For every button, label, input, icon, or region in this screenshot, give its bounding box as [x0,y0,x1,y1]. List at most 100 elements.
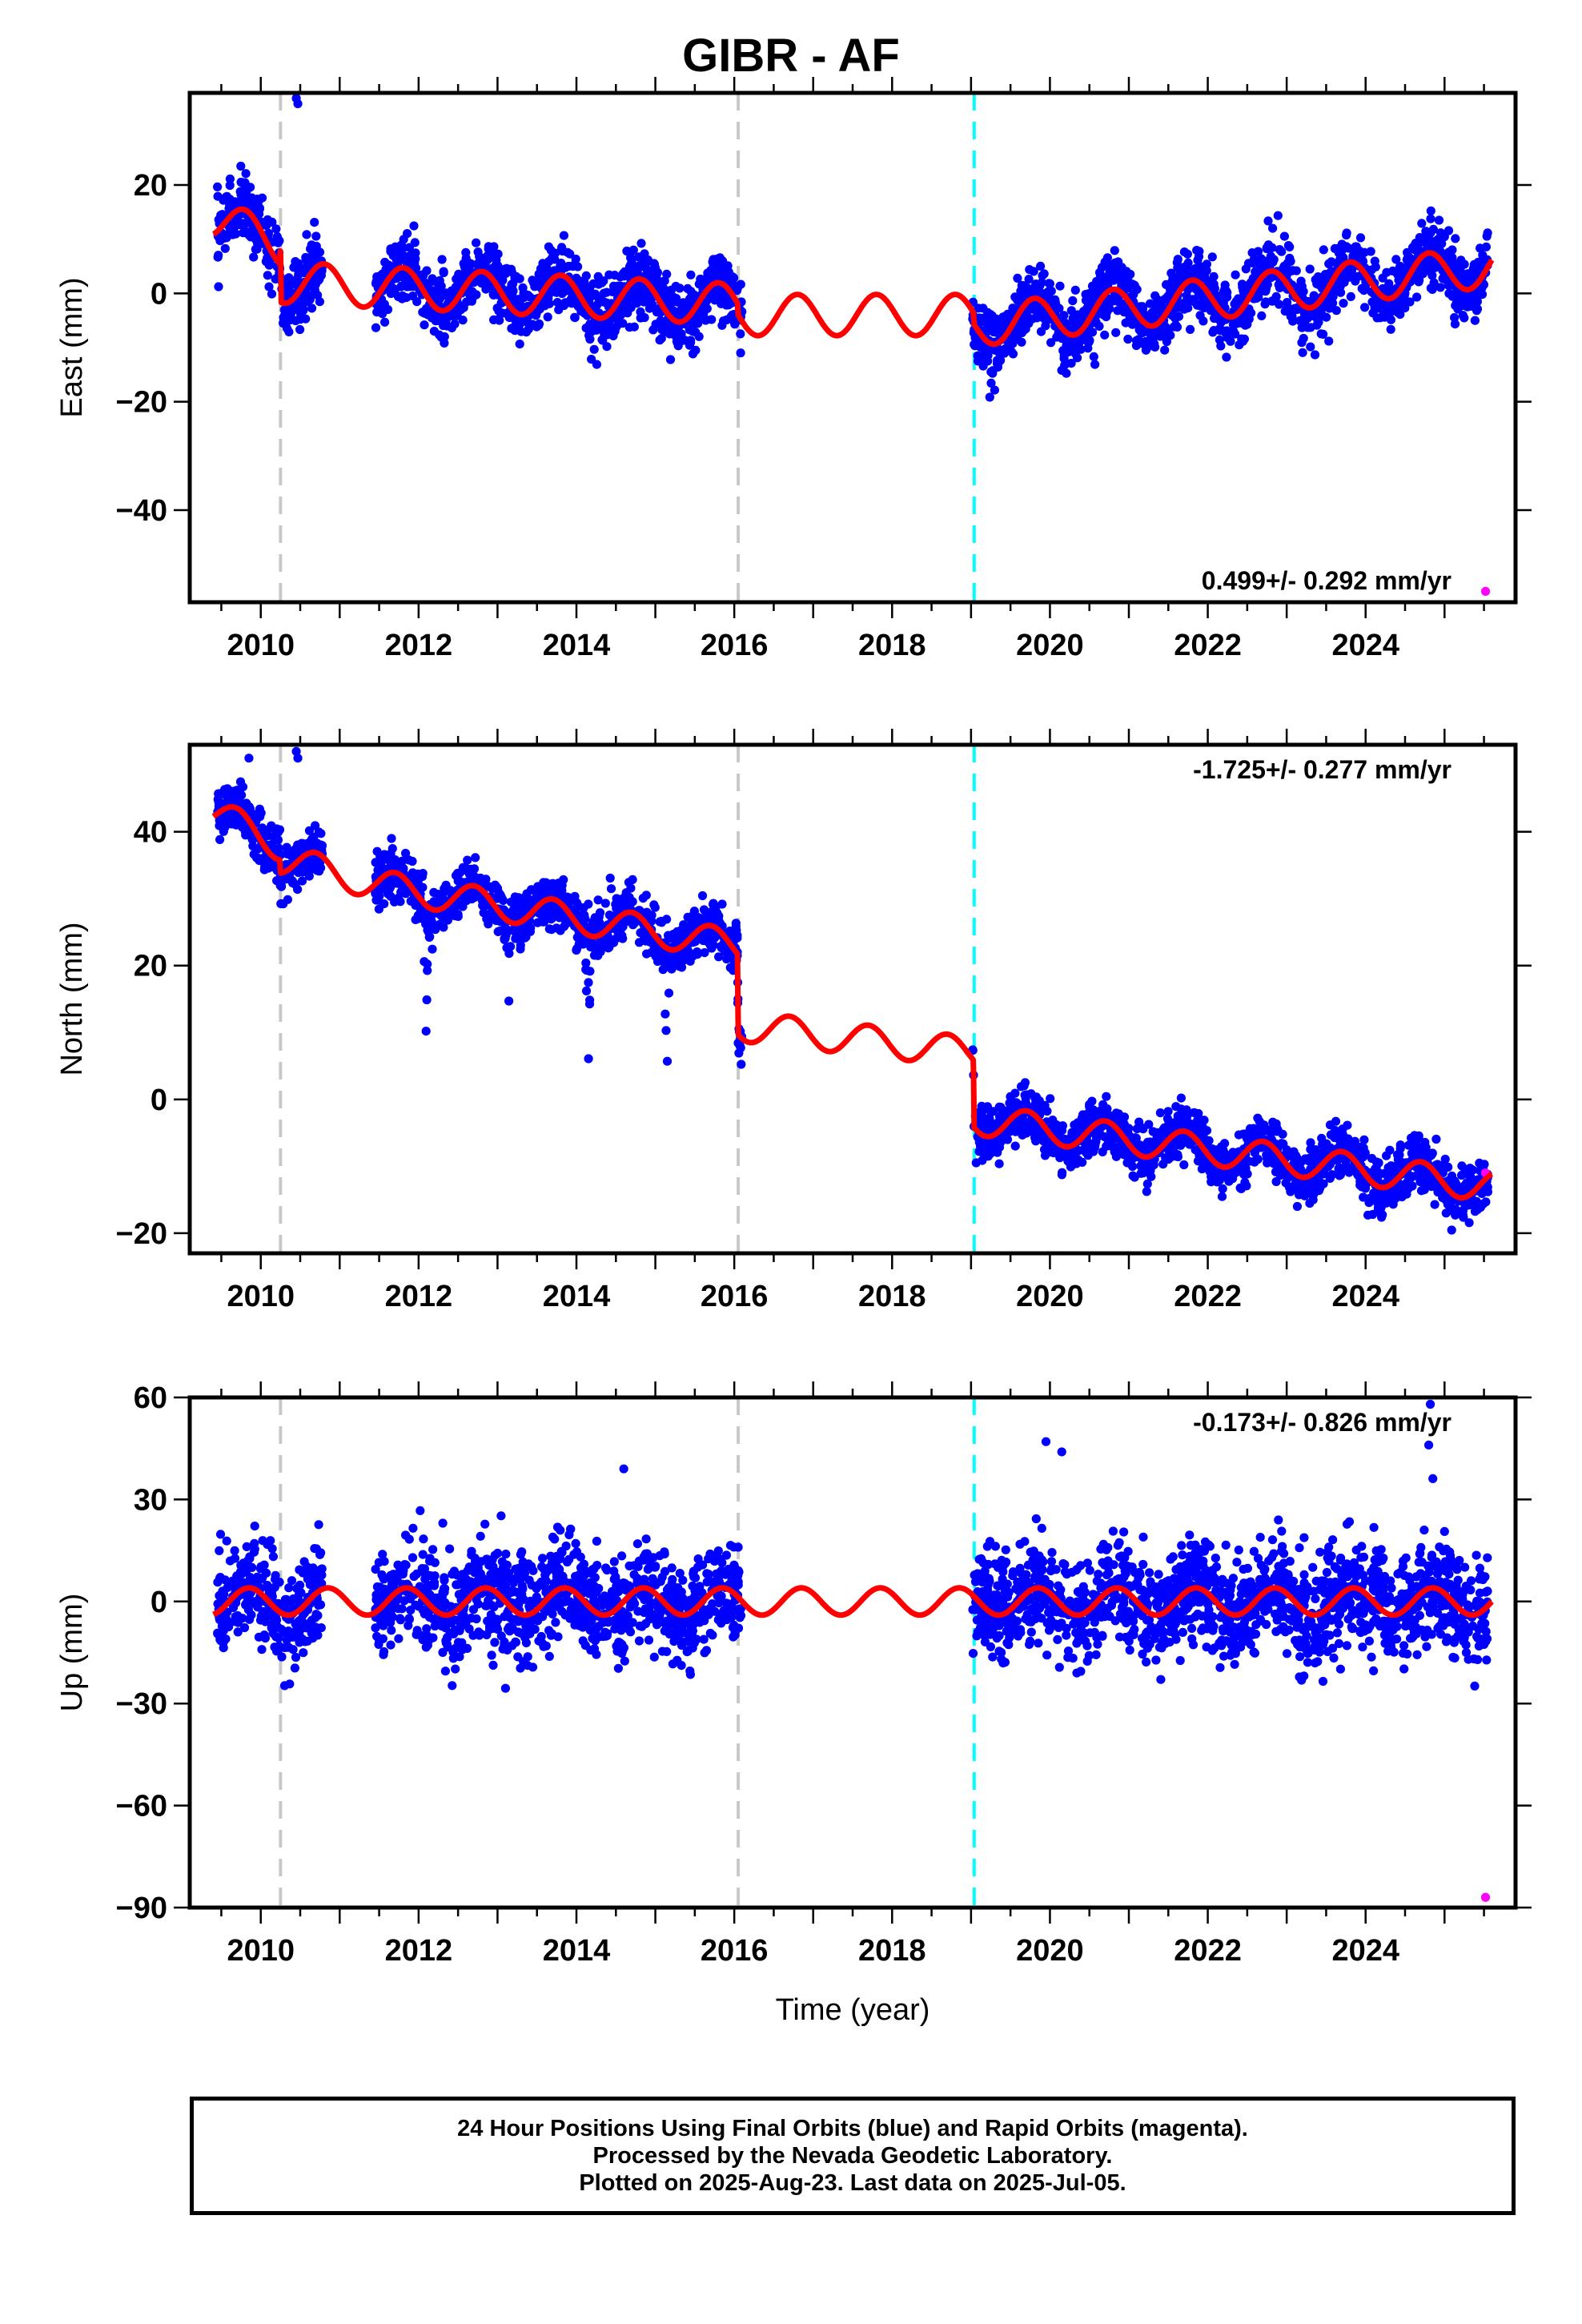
data-point [411,915,420,924]
data-point [1186,324,1195,334]
data-point [707,315,717,324]
data-point [1010,1141,1020,1151]
data-point [1310,350,1320,360]
data-point [282,292,291,301]
x-tick-label: 2014 [543,629,611,662]
data-point [510,892,520,902]
data-point [516,940,525,950]
data-point [1123,334,1133,344]
data-point [687,292,697,302]
data-point [652,267,663,277]
data-point [1215,335,1224,344]
data-point [429,327,440,336]
data-point [991,327,1002,336]
data-point [685,340,695,350]
data-point [728,272,737,282]
data-point [1297,323,1307,332]
data-point [1336,248,1346,258]
data-point [649,259,659,268]
data-point [671,281,681,292]
data-point [418,869,428,879]
data-point [673,341,683,351]
data-point [1240,320,1250,330]
data-point [440,338,449,348]
data-point [311,253,320,263]
data-point [1201,300,1211,310]
data-point [516,907,526,916]
data-point [1084,337,1094,347]
data-point [576,307,586,316]
data-point [584,324,593,334]
data-point [1015,294,1025,304]
data-point [1444,288,1454,298]
data-point [404,282,414,292]
data-point [295,315,305,324]
data-point [409,870,419,880]
data-point [445,886,455,895]
data-point [386,287,396,296]
final-orbit-points [213,161,1492,402]
data-point [544,294,553,304]
data-point [265,258,275,267]
data-point [307,240,316,250]
data-point [1268,223,1278,233]
data-point [240,178,250,187]
data-point [634,252,644,262]
data-point [679,920,689,930]
data-point [526,321,536,331]
data-point [991,314,1001,324]
data-point [1215,324,1225,333]
data-point [234,217,244,227]
data-point [1351,242,1360,251]
data-point [632,299,642,308]
data-point [1279,231,1289,241]
data-point [307,304,317,313]
data-point [433,316,443,325]
data-point [581,986,592,995]
data-point [440,332,449,342]
data-point [1382,1151,1391,1160]
data-point [584,1054,593,1063]
data-point [1418,269,1427,279]
data-point [1062,368,1071,378]
data-point [295,840,304,850]
x-tick-label: 2020 [1016,629,1084,662]
x-tick-label: 2016 [701,629,769,662]
data-point [237,790,247,800]
data-point [1379,309,1389,319]
data-point [584,978,593,987]
data-point [602,328,612,337]
data-point [983,351,993,360]
data-point [592,325,601,335]
data-point [471,853,480,862]
data-point [556,260,565,270]
data-point [1366,247,1375,256]
data-point [241,227,251,236]
data-point [311,231,321,241]
data-point [426,917,436,927]
data-point [1351,276,1360,286]
data-point [658,965,668,975]
data-point [1336,287,1346,297]
data-point [581,271,591,280]
data-point [311,821,320,830]
data-point [421,1027,431,1036]
x-tick-label: 2024 [1331,629,1399,662]
data-point [692,912,702,922]
data-point [579,903,588,913]
outlier-point [293,99,303,109]
data-point [472,238,481,247]
data-point [628,259,637,268]
data-point [1397,265,1407,275]
data-point [310,218,319,227]
data-point [498,895,508,905]
data-point [703,268,713,278]
data-point [1055,281,1065,291]
data-point [570,891,580,901]
x-tick-label: 2012 [385,629,453,662]
data-point [1451,260,1460,270]
data-point [1416,1186,1427,1196]
rapid-orbit-point [1480,586,1491,597]
data-point [713,908,722,918]
data-point [225,180,235,191]
